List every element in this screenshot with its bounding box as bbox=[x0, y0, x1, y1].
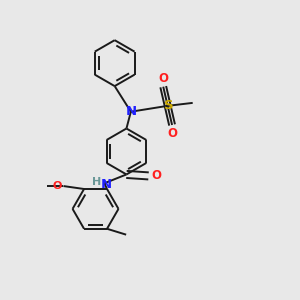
Text: H: H bbox=[92, 177, 102, 188]
Text: O: O bbox=[52, 181, 62, 191]
Text: N: N bbox=[125, 105, 136, 118]
Text: S: S bbox=[164, 99, 174, 112]
Text: N: N bbox=[100, 178, 111, 191]
Text: O: O bbox=[158, 72, 168, 85]
Text: O: O bbox=[167, 127, 177, 140]
Text: O: O bbox=[152, 169, 162, 182]
